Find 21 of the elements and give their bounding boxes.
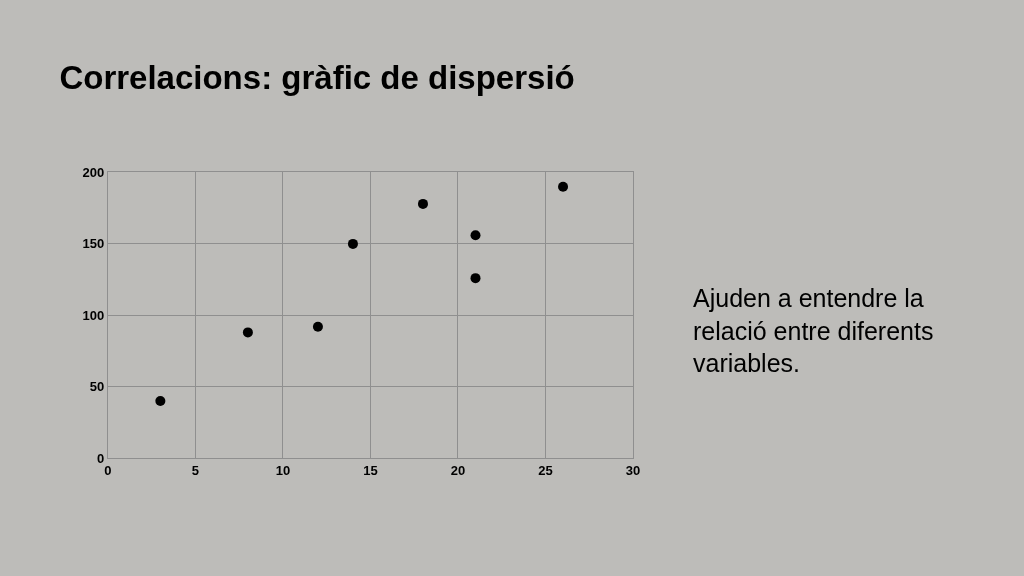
point — [470, 230, 481, 241]
point — [470, 273, 481, 284]
x-tick-label: 15 — [363, 462, 378, 478]
text: Ajuden a entendre la relació entre diferents variables. — [693, 284, 934, 377]
y-tick-label: 200 — [82, 165, 105, 181]
chart-title: Correlacions: gràfic de dispersió — [59, 59, 575, 97]
y-tick-label: 50 — [89, 379, 105, 395]
x-tick-label: 30 — [625, 462, 641, 478]
y-tick-label: 150 — [82, 236, 105, 252]
x-tick-label: 25 — [538, 462, 553, 478]
point — [242, 327, 253, 338]
point — [558, 181, 569, 192]
x-tick-label: 10 — [275, 462, 291, 478]
x-tick-label: 5 — [191, 462, 199, 478]
y-tick-label: 100 — [82, 307, 105, 323]
point — [347, 238, 358, 249]
x-tick-label: 20 — [450, 462, 466, 478]
point — [155, 395, 166, 406]
point — [417, 198, 428, 209]
point — [312, 321, 323, 332]
y-tick-label: 0 — [97, 450, 105, 466]
